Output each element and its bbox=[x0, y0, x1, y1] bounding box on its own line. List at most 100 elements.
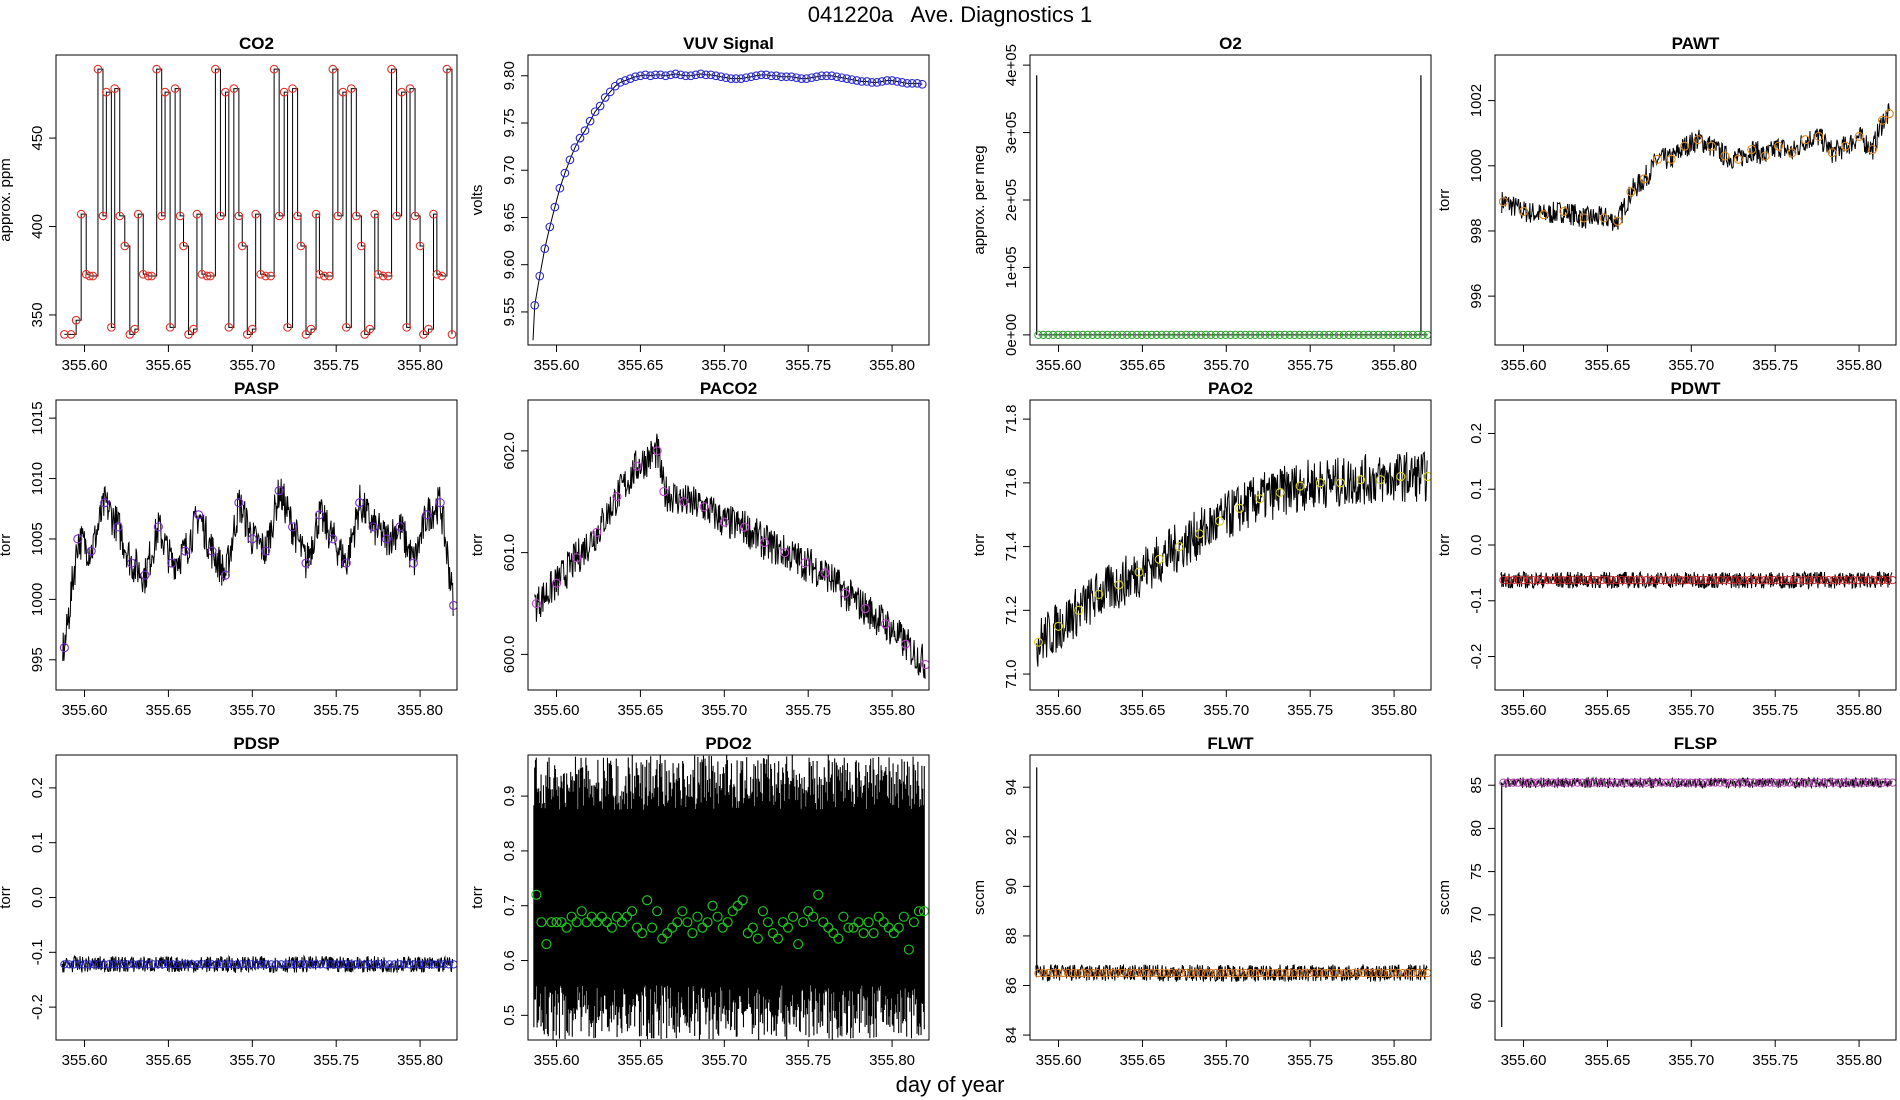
data-point bbox=[1775, 576, 1784, 585]
data-point bbox=[667, 922, 678, 933]
plot-area bbox=[1033, 451, 1431, 667]
data-point bbox=[341, 960, 350, 969]
data-point bbox=[370, 209, 380, 219]
data-point bbox=[1696, 576, 1705, 585]
y-tick-label: 71.0 bbox=[1003, 659, 1020, 688]
x-tick-label: 355.60 bbox=[62, 1052, 108, 1069]
data-point bbox=[1142, 330, 1151, 339]
plot-frame bbox=[527, 754, 930, 1041]
data-point bbox=[727, 906, 738, 917]
data-point bbox=[1814, 576, 1823, 585]
data-point bbox=[1518, 576, 1528, 585]
chart-panel-flsp: FLSP sccm 355.60 355.65 355.70 355.75 355.80 60… bbox=[1436, 734, 1897, 1069]
y-tick-label: 0.2 bbox=[29, 777, 46, 798]
data-point bbox=[820, 568, 830, 578]
data-point bbox=[331, 960, 340, 969]
data-point bbox=[766, 71, 776, 81]
data-point bbox=[119, 960, 128, 969]
data-point bbox=[555, 183, 565, 193]
data-point bbox=[659, 487, 669, 497]
series-line bbox=[62, 478, 454, 661]
y-tick-label: 998 bbox=[1468, 218, 1485, 243]
data-point bbox=[1058, 330, 1068, 339]
data-point bbox=[1093, 330, 1102, 339]
data-point bbox=[912, 78, 922, 88]
data-point bbox=[1652, 576, 1661, 585]
y-tick-label: 1002 bbox=[1468, 84, 1485, 117]
data-point bbox=[722, 917, 733, 928]
data-point bbox=[847, 75, 857, 84]
x-tick-label: 355.80 bbox=[869, 702, 915, 719]
y-tick-label: 602.0 bbox=[501, 432, 518, 470]
x-tick-label: 355.70 bbox=[229, 1052, 275, 1069]
data-point bbox=[782, 922, 794, 933]
data-point bbox=[1216, 330, 1225, 339]
data-point bbox=[1750, 576, 1759, 585]
x-tick-label: 355.60 bbox=[1501, 702, 1547, 719]
y-tick-label: 1e+05 bbox=[1003, 246, 1020, 288]
data-point bbox=[321, 960, 330, 969]
data-point bbox=[676, 70, 686, 80]
data-point bbox=[1681, 576, 1690, 585]
data-point bbox=[656, 70, 665, 80]
data-point bbox=[1632, 576, 1641, 585]
data-point bbox=[1612, 576, 1621, 585]
data-point bbox=[439, 960, 448, 969]
data-point bbox=[1539, 210, 1549, 220]
x-tick-label: 355.75 bbox=[1287, 357, 1333, 374]
data-point bbox=[631, 922, 643, 933]
data-point bbox=[1617, 576, 1626, 585]
x-tick-label: 355.80 bbox=[1836, 357, 1882, 374]
data-point bbox=[1617, 778, 1626, 787]
data-point bbox=[189, 324, 198, 334]
x-tick-label: 355.65 bbox=[617, 1052, 663, 1069]
data-point bbox=[1747, 144, 1757, 155]
data-point bbox=[691, 70, 701, 80]
data-point bbox=[777, 917, 789, 928]
x-tick-label: 355.75 bbox=[1752, 1052, 1798, 1069]
data-point bbox=[368, 522, 378, 532]
data-point bbox=[1523, 576, 1533, 585]
y-tick-label: 71.6 bbox=[1003, 468, 1020, 497]
data-point bbox=[1172, 330, 1181, 339]
plot-area bbox=[1034, 75, 1431, 339]
x-tick-label: 355.65 bbox=[1119, 357, 1165, 374]
data-point bbox=[266, 271, 276, 281]
data-point bbox=[787, 911, 799, 922]
data-point bbox=[1103, 330, 1112, 339]
data-point bbox=[184, 330, 193, 339]
y-axis-label: sccm bbox=[971, 880, 988, 915]
data-point bbox=[153, 960, 163, 969]
data-point bbox=[1592, 778, 1602, 787]
data-point bbox=[1044, 330, 1053, 339]
data-point bbox=[163, 960, 172, 969]
data-point bbox=[311, 209, 321, 219]
data-point bbox=[1686, 778, 1695, 787]
data-point bbox=[797, 74, 806, 83]
data-point bbox=[1098, 330, 1107, 339]
data-point bbox=[1058, 968, 1068, 978]
data-point bbox=[360, 330, 370, 339]
x-tick-label: 355.70 bbox=[1668, 1052, 1714, 1069]
data-point bbox=[860, 604, 870, 614]
data-point bbox=[1408, 330, 1417, 339]
data-point bbox=[666, 70, 675, 80]
data-point bbox=[1295, 330, 1304, 339]
data-point bbox=[1755, 576, 1764, 585]
data-point bbox=[1384, 330, 1393, 339]
y-axis-label: torr bbox=[469, 886, 486, 909]
data-point bbox=[767, 928, 779, 939]
data-point bbox=[1241, 330, 1250, 339]
data-point bbox=[625, 74, 635, 83]
data-point bbox=[242, 960, 251, 969]
data-point bbox=[1265, 330, 1275, 339]
data-point bbox=[293, 211, 302, 221]
data-point bbox=[1127, 330, 1137, 339]
x-tick-label: 355.65 bbox=[145, 357, 191, 374]
data-point bbox=[216, 211, 225, 221]
data-point bbox=[762, 917, 774, 928]
data-point bbox=[646, 71, 655, 81]
data-point bbox=[1403, 330, 1413, 339]
y-tick-label: 601.0 bbox=[501, 534, 518, 572]
data-point bbox=[1867, 144, 1878, 155]
